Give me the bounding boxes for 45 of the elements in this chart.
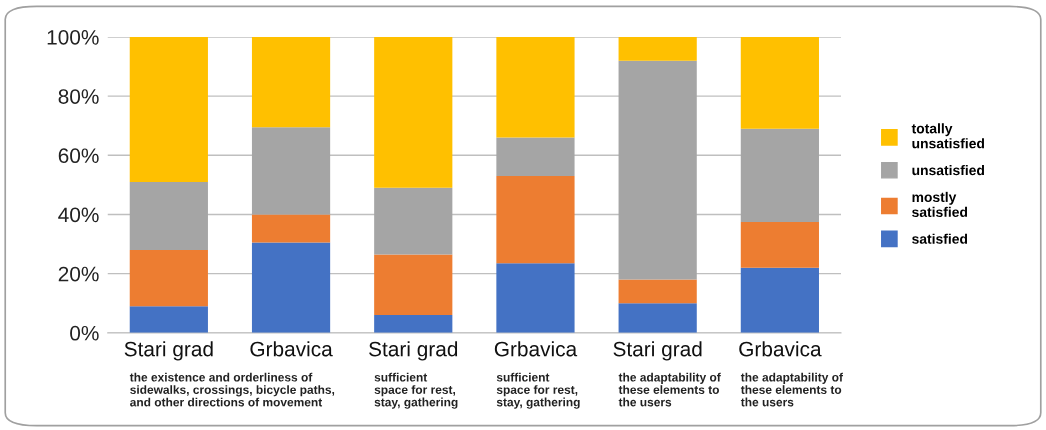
y-tick-label: 20% xyxy=(58,266,99,282)
y-tick-label: 60% xyxy=(58,148,99,164)
bar xyxy=(251,242,331,333)
bar xyxy=(496,263,575,333)
bar xyxy=(618,60,697,280)
text: the existence and orderliness of sidewalks, crossings, bicycle paths, and other directions of movement xyxy=(129,372,335,407)
bar xyxy=(129,181,208,250)
legend-label: satisfied xyxy=(912,233,968,244)
bar xyxy=(374,315,453,333)
x-tick-label: Stari grad xyxy=(124,341,213,361)
bar xyxy=(496,36,575,138)
x-tick-label: Grbavica xyxy=(494,341,578,357)
bar xyxy=(496,176,575,264)
bar xyxy=(251,214,331,243)
bar xyxy=(618,36,697,61)
bar xyxy=(740,221,819,268)
x-tick-label: Grbavica xyxy=(250,341,333,357)
y-tick-label: 100% xyxy=(47,29,99,45)
legend-label: totally unsatisfied xyxy=(911,123,984,149)
bar xyxy=(740,267,819,333)
bar xyxy=(374,36,453,188)
y-tick-label: 80% xyxy=(58,89,99,104)
x-tick-label: Grbavica xyxy=(739,341,822,357)
bar xyxy=(374,254,453,316)
y-tick-label: 0% xyxy=(70,325,99,341)
bar xyxy=(129,249,208,307)
y-tick-label: 40% xyxy=(58,207,99,223)
bar xyxy=(740,128,819,222)
bar xyxy=(129,306,208,333)
bar xyxy=(740,36,819,129)
bar xyxy=(129,36,208,182)
bar xyxy=(251,127,331,215)
legend-label: unsatisfied xyxy=(912,165,984,176)
text: sufficient space for rest, stay, gathering xyxy=(374,372,458,409)
text: the adaptability of these elements to the users xyxy=(618,372,721,407)
bar xyxy=(251,36,331,128)
bar xyxy=(618,279,697,304)
bar xyxy=(618,303,697,333)
legend-label: mostly satisfied xyxy=(912,191,968,218)
bar xyxy=(374,187,453,255)
x-tick-label: Stari grad xyxy=(613,341,702,361)
text: the adaptability of these elements to the users xyxy=(740,372,843,407)
text: sufficient space for rest, stay, gathering xyxy=(496,372,580,409)
x-tick-label: Stari grad xyxy=(369,341,458,361)
bar xyxy=(496,137,575,177)
